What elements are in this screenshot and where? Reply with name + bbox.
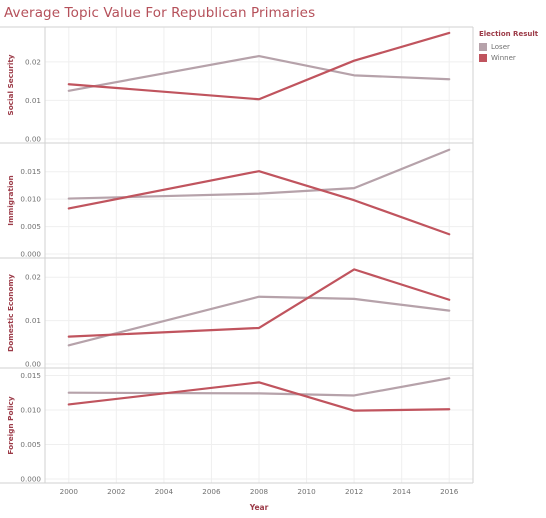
x-tick-label: 2016: [440, 487, 459, 496]
x-tick-label: 2004: [155, 487, 174, 496]
legend-swatch-loser: [479, 42, 487, 51]
legend-swatch-winner: [479, 53, 487, 62]
legend-label-loser: Loser: [491, 42, 510, 51]
legend-item-winner[interactable]: Winner: [479, 52, 538, 63]
series-line-winner: [67, 381, 451, 412]
y-tick-label: 0.01: [25, 316, 41, 325]
x-tick-label: 2002: [107, 487, 125, 496]
legend: Election Result Loser Winner: [479, 30, 538, 63]
series-line-loser: [67, 148, 451, 200]
legend-label-winner: Winner: [491, 53, 516, 62]
row-label: Foreign Policy: [6, 396, 15, 454]
row-label: Immigration: [6, 175, 15, 225]
y-tick-label: 0.005: [20, 440, 41, 449]
y-tick-label: 0.010: [20, 405, 41, 414]
y-tick-label: 0.000: [20, 250, 41, 259]
y-tick-label: 0.00: [25, 360, 41, 369]
x-tick-label: 2006: [202, 487, 221, 496]
x-tick-label: 2014: [393, 487, 412, 496]
x-axis-title: Year: [249, 503, 269, 512]
x-tick-label: 2010: [297, 487, 316, 496]
y-tick-label: 0.02: [25, 57, 41, 66]
y-tick-label: 0.005: [20, 222, 41, 231]
series-line-loser: [67, 54, 451, 92]
series-line-winner: [67, 31, 451, 101]
y-tick-label: 0.02: [25, 273, 41, 282]
y-tick-label: 0.01: [25, 96, 41, 105]
series-line-winner: [67, 170, 451, 236]
legend-title: Election Result: [479, 30, 539, 38]
y-tick-label: 0.015: [20, 167, 41, 176]
y-tick-label: 0.00: [25, 135, 41, 144]
row-label: Social Security: [6, 54, 15, 115]
y-tick-label: 0.010: [20, 195, 41, 204]
chart-title: Average Topic Value For Republican Prima…: [4, 5, 316, 21]
x-tick-label: 2012: [345, 487, 363, 496]
row-label: Domestic Economy: [6, 274, 15, 352]
series-line-winner: [67, 268, 451, 338]
y-tick-label: 0.000: [20, 475, 41, 484]
x-tick-label: 2000: [60, 487, 79, 496]
legend-item-loser[interactable]: Loser: [479, 41, 538, 52]
y-tick-label: 0.015: [20, 371, 41, 380]
x-tick-label: 2008: [250, 487, 269, 496]
